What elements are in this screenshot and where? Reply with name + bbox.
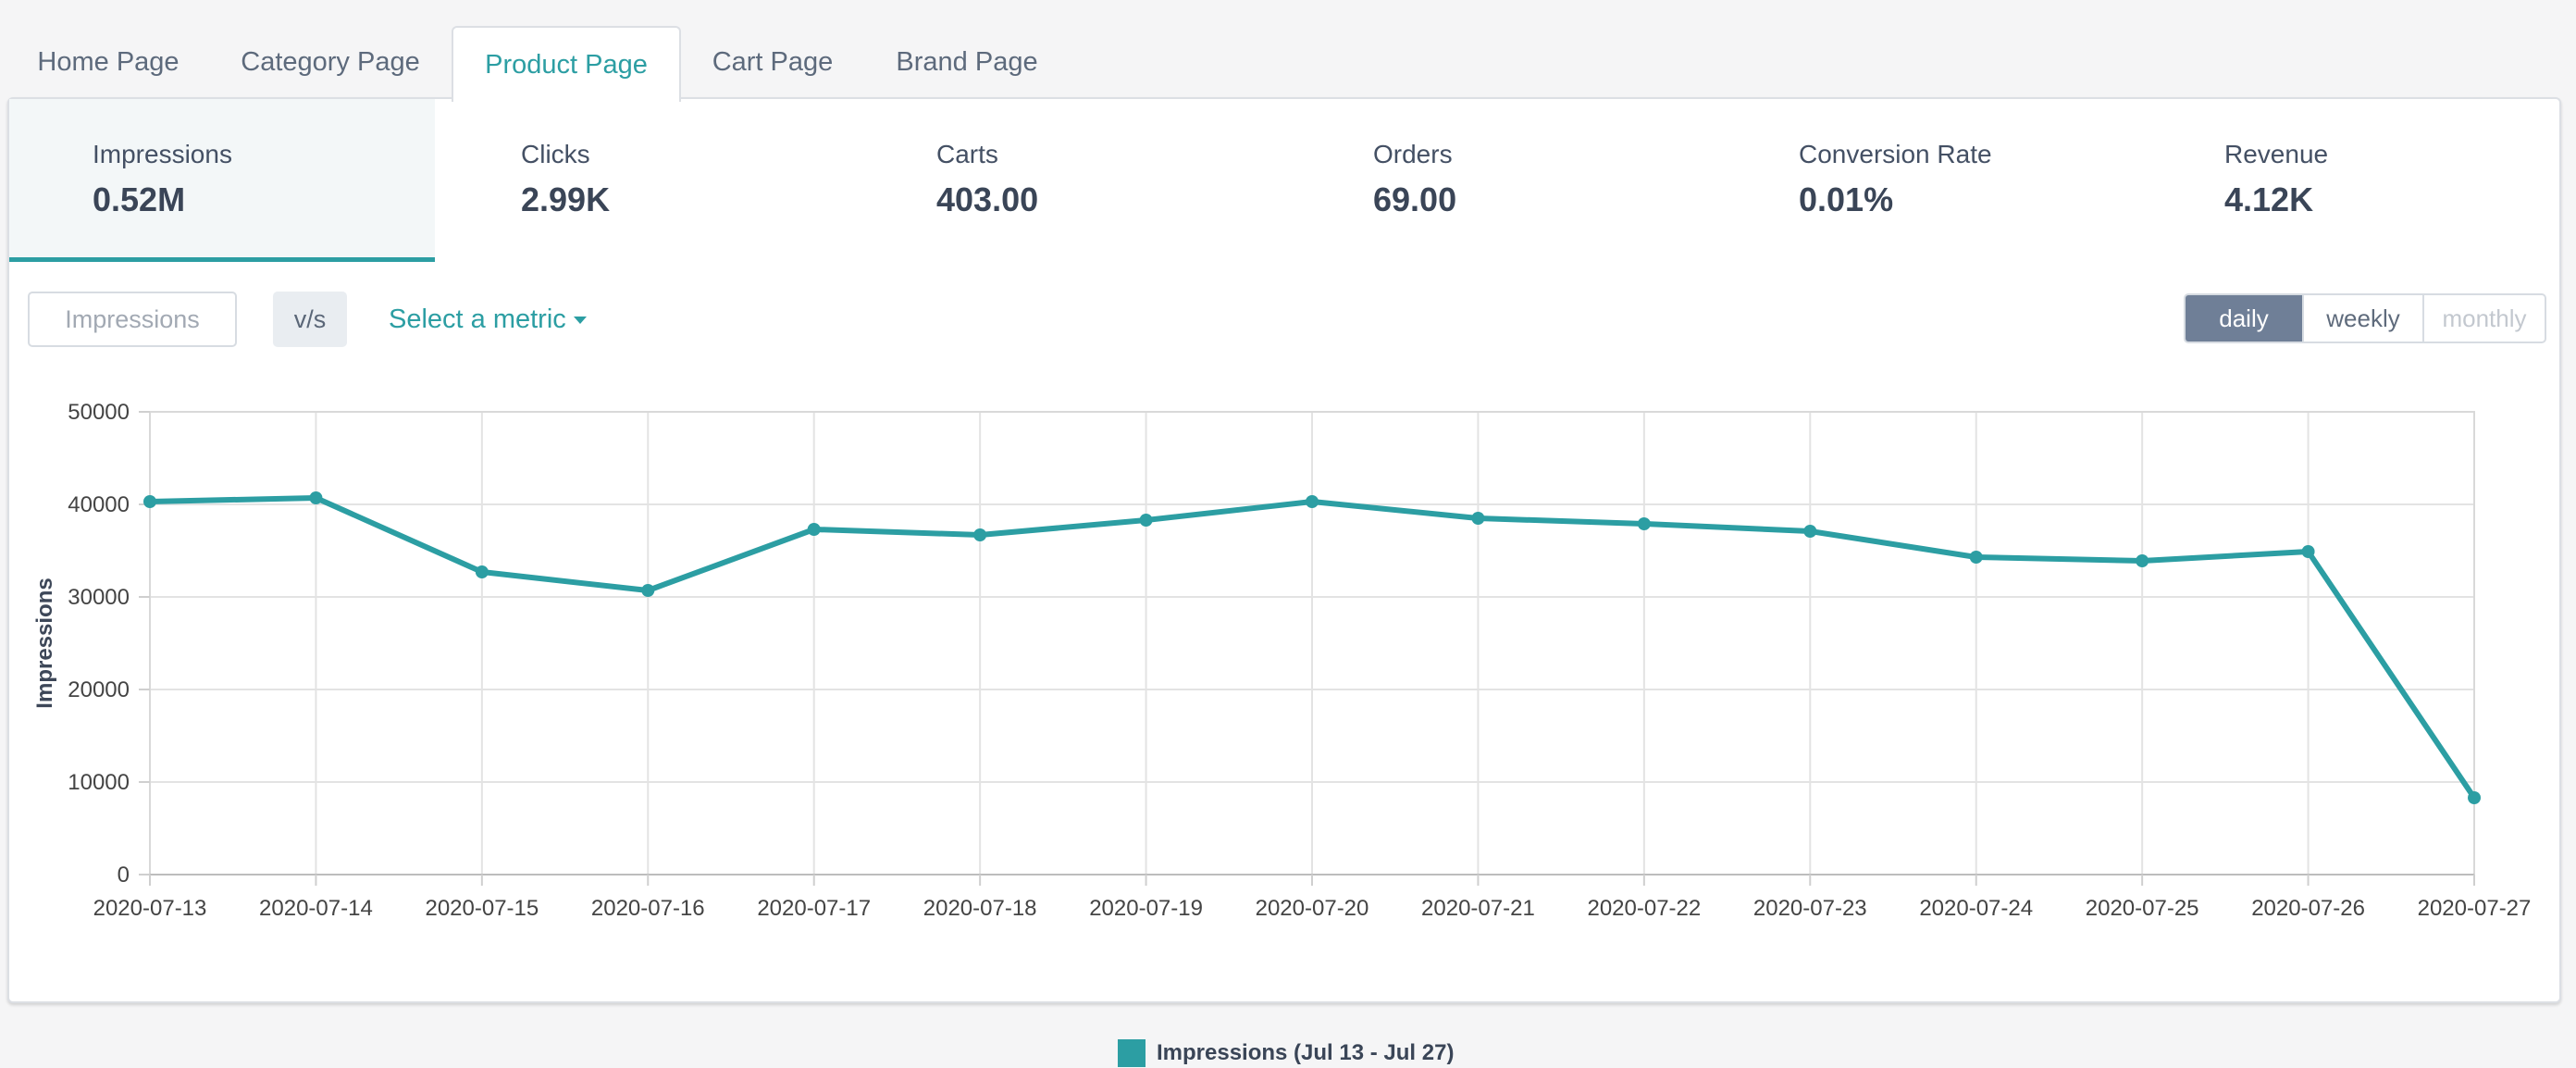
analytics-card: Impressions 0.52M Clicks 2.99K Carts 403… bbox=[7, 97, 2561, 1067]
y-tick-label: 10000 bbox=[68, 770, 130, 795]
x-tick-label: 2020-07-19 bbox=[1089, 896, 1203, 921]
x-tick-label: 2020-07-13 bbox=[93, 896, 207, 921]
metric-tile-conversion-rate[interactable]: Conversion Rate 0.01% bbox=[1712, 99, 2137, 262]
x-tick-label: 2020-07-27 bbox=[2418, 896, 2532, 921]
data-point[interactable] bbox=[143, 495, 156, 508]
tab-category-page[interactable]: Category Page bbox=[241, 47, 420, 77]
y-axis-ticks: 0 10000 20000 30000 40000 50000 bbox=[68, 400, 150, 888]
y-axis-label: Impressions bbox=[32, 577, 57, 708]
x-tick-label: 2020-07-15 bbox=[425, 896, 539, 921]
data-point[interactable] bbox=[1471, 512, 1485, 525]
y-tick-label: 20000 bbox=[68, 677, 130, 702]
metric-value: 2.99K bbox=[521, 180, 611, 218]
y-tick-label: 40000 bbox=[68, 492, 130, 517]
x-axis-ticks: 2020-07-13 2020-07-14 2020-07-15 2020-07-16… bbox=[93, 875, 2532, 921]
legend-label: Impressions (Jul 13 - Jul 27) bbox=[1157, 1040, 1455, 1065]
y-tick-label: 30000 bbox=[68, 585, 130, 610]
data-point[interactable] bbox=[1637, 517, 1651, 530]
metric-tile-orders[interactable]: Orders 69.00 bbox=[1286, 99, 1712, 262]
tab-brand-page[interactable]: Brand Page bbox=[896, 47, 1038, 77]
chart-legend[interactable]: Impressions (Jul 13 - Jul 27) bbox=[1118, 1038, 1454, 1068]
data-point[interactable] bbox=[1306, 495, 1319, 508]
data-point[interactable] bbox=[2301, 545, 2315, 558]
metric-tile-revenue[interactable]: Revenue 4.12K bbox=[2137, 99, 2559, 262]
data-point[interactable] bbox=[641, 584, 655, 597]
x-tick-label: 2020-07-25 bbox=[2086, 896, 2199, 921]
data-point[interactable] bbox=[2136, 554, 2149, 567]
x-tick-label: 2020-07-14 bbox=[259, 896, 373, 921]
x-tick-label: 2020-07-17 bbox=[757, 896, 871, 921]
versus-label: v/s bbox=[273, 292, 347, 347]
x-tick-label: 2020-07-16 bbox=[591, 896, 705, 921]
period-toggle: daily weekly monthly bbox=[2184, 293, 2546, 343]
chart-series bbox=[143, 491, 2481, 804]
period-monthly-button[interactable]: monthly bbox=[2442, 304, 2527, 332]
chart-grid bbox=[149, 411, 2475, 876]
x-tick-label: 2020-07-26 bbox=[2251, 896, 2365, 921]
legend-swatch bbox=[1118, 1039, 1146, 1067]
data-point[interactable] bbox=[309, 491, 323, 504]
x-tick-label: 2020-07-20 bbox=[1256, 896, 1369, 921]
metric-tile-clicks[interactable]: Clicks 2.99K bbox=[435, 99, 861, 262]
primary-metric-button[interactable]: Impressions bbox=[28, 292, 237, 347]
metric-value: 403.00 bbox=[936, 180, 1039, 218]
period-daily-button[interactable]: daily bbox=[2186, 295, 2304, 342]
data-point[interactable] bbox=[2468, 791, 2481, 804]
metric-label: Conversion Rate bbox=[1799, 140, 1992, 168]
caret-down-icon bbox=[573, 317, 587, 324]
metric-label: Impressions bbox=[93, 140, 232, 168]
data-point[interactable] bbox=[1803, 525, 1817, 538]
x-tick-label: 2020-07-18 bbox=[923, 896, 1037, 921]
tab-home-page[interactable]: Home Page bbox=[37, 47, 180, 77]
metric-tile-impressions[interactable]: Impressions 0.52M bbox=[9, 99, 435, 262]
metric-label: Orders bbox=[1373, 140, 1453, 168]
data-point[interactable] bbox=[807, 523, 821, 536]
tab-cart-page[interactable]: Cart Page bbox=[712, 47, 834, 77]
select-metric-label: Select a metric bbox=[389, 304, 566, 334]
select-metric-dropdown[interactable]: Select a metric bbox=[389, 292, 587, 347]
y-tick-label: 0 bbox=[118, 863, 130, 888]
data-point[interactable] bbox=[973, 528, 987, 541]
page-tabs: Home Page Category Page Product Page Car… bbox=[0, 26, 2576, 102]
metric-value: 0.01% bbox=[1799, 180, 1894, 218]
data-point[interactable] bbox=[1969, 551, 1983, 564]
x-tick-label: 2020-07-23 bbox=[1753, 896, 1867, 921]
metric-value: 0.52M bbox=[93, 180, 186, 218]
metric-value: 69.00 bbox=[1373, 180, 1457, 218]
metric-label: Clicks bbox=[521, 140, 590, 168]
data-point[interactable] bbox=[475, 565, 489, 578]
metric-label: Revenue bbox=[2224, 140, 2329, 168]
metric-summary-row: Impressions 0.52M Clicks 2.99K Carts 403… bbox=[9, 99, 2559, 262]
tab-product-page[interactable]: Product Page bbox=[452, 26, 681, 102]
data-point[interactable] bbox=[1139, 514, 1153, 527]
metric-value: 4.12K bbox=[2224, 180, 2314, 218]
x-tick-label: 2020-07-24 bbox=[1919, 896, 2033, 921]
x-tick-label: 2020-07-22 bbox=[1587, 896, 1701, 921]
x-tick-label: 2020-07-21 bbox=[1421, 896, 1535, 921]
y-tick-label: 50000 bbox=[68, 400, 130, 425]
metric-label: Carts bbox=[936, 140, 998, 168]
metric-tile-carts[interactable]: Carts 403.00 bbox=[861, 99, 1286, 262]
period-weekly-button[interactable]: weekly bbox=[2304, 295, 2424, 342]
